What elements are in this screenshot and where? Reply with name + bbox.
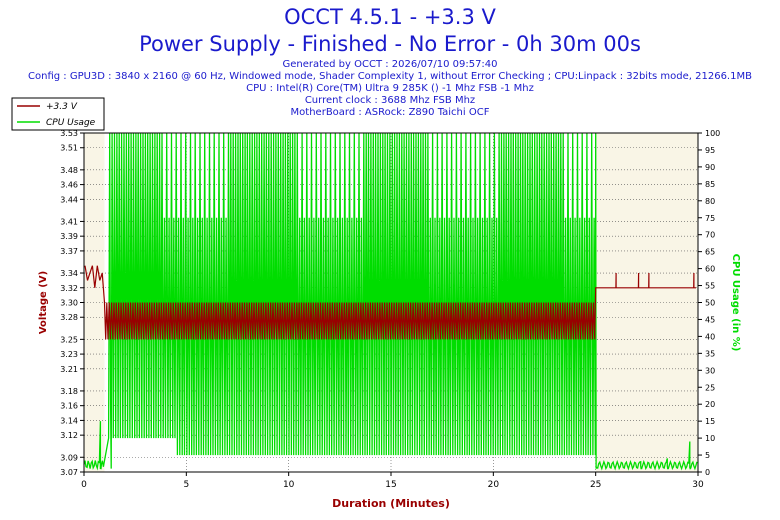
y-tick-label: 3.23 [60, 350, 78, 359]
y-tick-label: 3.25 [60, 335, 78, 344]
x-tick-label: 10 [283, 480, 295, 490]
y2-tick-label: 55 [705, 282, 715, 291]
y2-axis-label: CPU Usage (in %) [730, 254, 741, 352]
y-tick-label: 3.46 [60, 181, 78, 190]
y2-tick-label: 0 [705, 468, 710, 477]
y2-tick-label: 50 [705, 299, 715, 308]
y-tick-label: 3.32 [60, 284, 78, 293]
y2-tick-label: 40 [705, 332, 715, 341]
y2-tick-label: 10 [705, 434, 715, 443]
x-tick-label: 5 [183, 480, 189, 490]
y-axis-label: Voltage (V) [38, 271, 49, 334]
y2-tick-label: 45 [705, 315, 715, 324]
y2-tick-label: 75 [705, 214, 715, 223]
y2-tick-label: 35 [705, 349, 715, 358]
legend-label-voltage: +3.3 V [46, 102, 78, 112]
y-tick-label: 3.09 [60, 453, 78, 462]
y-tick-label: 3.41 [60, 217, 78, 226]
voltage-line [84, 265, 696, 340]
y-tick-label: 3.37 [60, 247, 78, 256]
legend-box [11, 97, 105, 131]
y-tick-label: 3.30 [60, 299, 78, 308]
y2-tick-label: 85 [705, 180, 715, 189]
y2-tick-label: 70 [705, 231, 715, 240]
y2-tick-label: 90 [705, 163, 715, 172]
y-tick-label: 3.44 [60, 195, 78, 204]
motherboard-info: MotherBoard : ASRock: Z890 Taichi OCF [290, 107, 490, 118]
y2-tick-label: 30 [705, 366, 715, 375]
cpu-usage-line [83, 132, 698, 471]
x-tick-label: 15 [385, 480, 396, 490]
chart-subtitle: Power Supply - Finished - No Error - 0h … [139, 32, 641, 56]
x-tick-label: 25 [590, 480, 601, 490]
y2-tick-label: 100 [705, 129, 720, 138]
y-tick-label: 3.16 [60, 402, 78, 411]
series-voltage [84, 265, 696, 340]
y-tick-label: 3.34 [60, 269, 78, 278]
y2-tick-label: 5 [705, 451, 710, 460]
y-tick-label: 3.18 [60, 387, 78, 396]
y2-tick-label: 80 [705, 197, 715, 206]
y-tick-label: 3.14 [60, 416, 78, 425]
x-tick-label: 30 [692, 480, 704, 490]
series-cpu-usage [83, 132, 698, 471]
cpu-info: CPU : Intel(R) Core(TM) Ultra 9 285K () … [246, 83, 534, 94]
legend-label-cpu: CPU Usage [46, 118, 96, 128]
y2-tick-label: 25 [705, 383, 715, 392]
y-tick-label: 3.21 [60, 365, 78, 374]
y-tick-label: 3.48 [60, 166, 78, 175]
y-tick-label: 3.28 [60, 313, 78, 322]
x-axis-label: Duration (Minutes) [332, 497, 450, 510]
y2-tick-label: 65 [705, 248, 715, 257]
x-tick-label: 0 [81, 480, 87, 490]
legend: +3.3 V CPU Usage [11, 97, 105, 131]
y2-tick-label: 15 [705, 417, 715, 426]
y-tick-label: 3.12 [60, 431, 78, 440]
generated-info: Generated by OCCT : 2026/07/10 09:57:40 [282, 59, 498, 70]
y2-tick-label: 60 [705, 265, 715, 274]
chart-title: OCCT 4.5.1 - +3.3 V [284, 5, 496, 29]
x-tick-label: 20 [488, 480, 500, 490]
y2-tick-label: 95 [705, 146, 715, 155]
axes: 0 5 10 15 20 25 30 3.07 3.09 3.12 3.14 3.16 3.18 3.21… [38, 129, 741, 510]
y-tick-label: 3.53 [60, 129, 78, 138]
y-tick-label: 3.39 [60, 232, 78, 241]
y-tick-label: 3.07 [60, 468, 78, 477]
y-tick-label: 3.51 [60, 144, 78, 153]
y2-tick-label: 20 [705, 400, 715, 409]
clock-info: Current clock : 3688 Mhz FSB Mhz [304, 95, 476, 106]
config-info: Config : GPU3D : 3840 x 2160 @ 60 Hz, Wi… [28, 71, 752, 82]
